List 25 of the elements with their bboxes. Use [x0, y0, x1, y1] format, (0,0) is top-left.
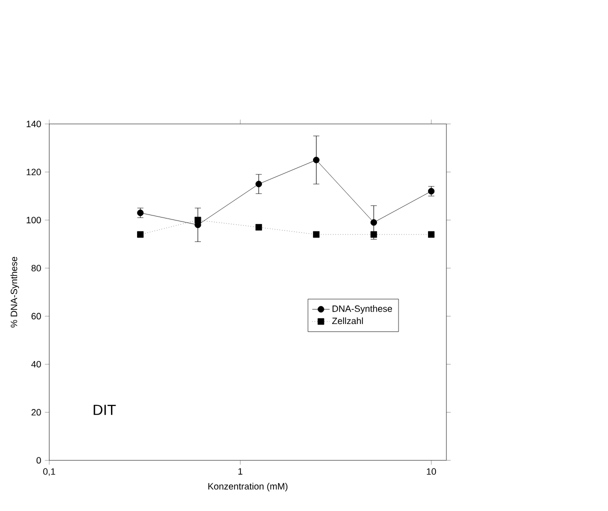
y-tick-label: 0: [36, 457, 41, 464]
point: [370, 231, 378, 238]
x-axis-title: Konzentration (mM): [208, 482, 288, 492]
point: [370, 219, 378, 226]
point: [428, 231, 435, 238]
y-tick-label: 120: [26, 168, 41, 176]
legend-label: Zellzahl: [332, 317, 363, 324]
annotation: DIT: [94, 404, 116, 415]
x-tick-label: 10: [426, 468, 436, 475]
y-tick-label: 80: [31, 264, 41, 272]
y-tick-label: 60: [32, 312, 41, 320]
x-tick-label: 0,1: [43, 468, 56, 476]
y-tick-label: 100: [26, 216, 41, 224]
point: [194, 216, 202, 224]
y-tick-label: 140: [26, 120, 41, 128]
point: [313, 156, 320, 164]
x-tick-label: 1: [238, 468, 242, 475]
y-tick-label: 40: [31, 360, 41, 368]
point: [255, 224, 262, 231]
y-axis-title: % DNA-Synthese: [10, 256, 20, 328]
legend-label: DNA-Synthese: [332, 305, 392, 314]
point: [313, 231, 320, 238]
y-tick-label: 20: [32, 409, 41, 416]
point: [255, 180, 262, 188]
point: [137, 231, 144, 238]
